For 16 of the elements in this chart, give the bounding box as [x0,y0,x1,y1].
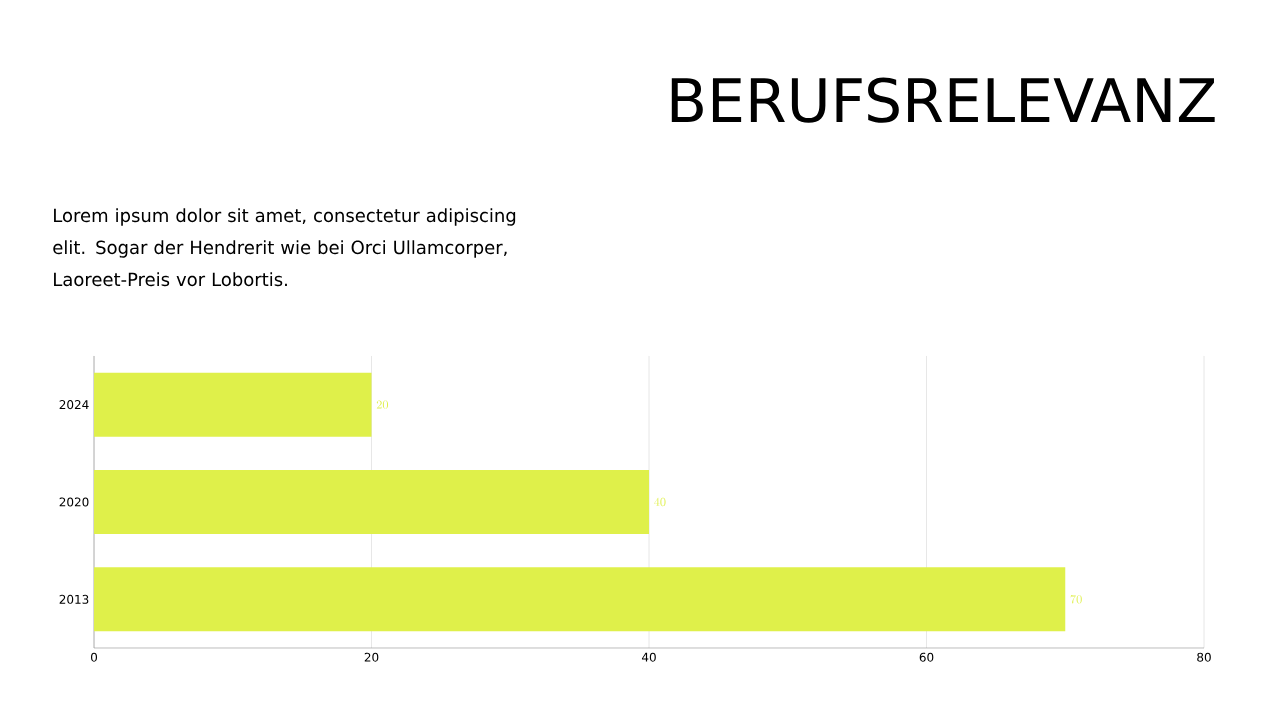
x-tick-label: 0 [90,652,98,662]
x-tick-label: 40 [641,652,656,662]
bar [94,372,372,437]
data-label: 40 [654,497,666,507]
x-tick-label: 60 [919,652,934,662]
y-tick-label: 2020 [59,497,89,507]
bar [94,469,649,534]
data-label: 20 [376,400,389,409]
data-label: 70 [1070,595,1082,604]
bar [94,567,1066,632]
x-tick-label: 20 [364,652,379,662]
y-tick-label: 2013 [59,594,89,604]
y-tick-label: 2024 [59,400,89,410]
chart-title: BERUFSRELEVANZ [671,77,1215,123]
x-tick-label: 80 [1197,652,1211,662]
text: Lorem ipsum dolor sit amet, consectetur adipiscing elit. Sogar der Hendrerit wie bei Orci Ullamcorper, Laoreet-Preis vor Lobortis. [53,208,516,287]
